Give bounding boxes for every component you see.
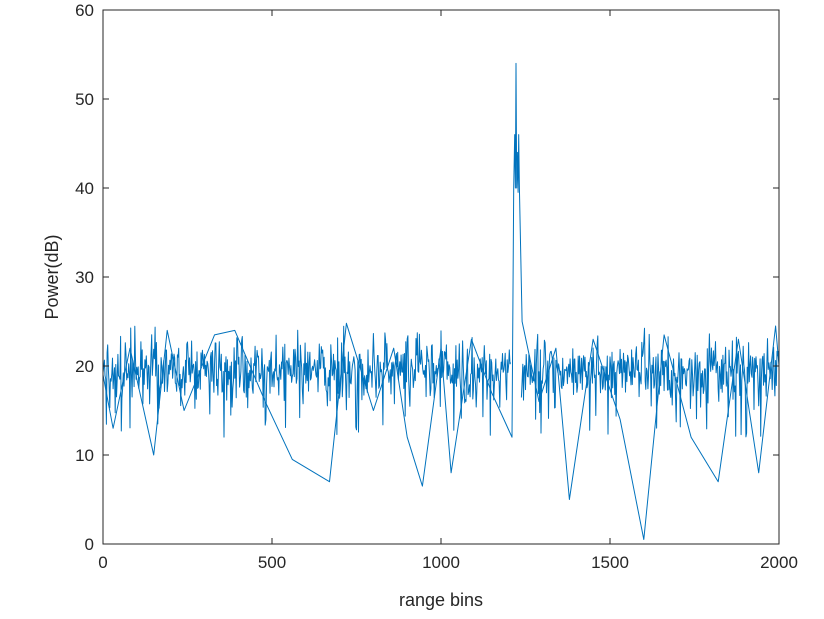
- x-tick-label: 500: [258, 553, 286, 572]
- x-tick-label: 1000: [422, 553, 460, 572]
- series-layer: [102, 62, 780, 540]
- y-tick-label: 20: [75, 357, 94, 376]
- y-tick-label: 50: [75, 90, 94, 109]
- x-tick-label: 0: [98, 553, 107, 572]
- y-tick-label: 10: [75, 446, 94, 465]
- y-tick-label: 0: [85, 535, 94, 554]
- y-tick-label: 40: [75, 179, 94, 198]
- x-tick-label: 1500: [591, 553, 629, 572]
- x-axis-ticks: 0 500 1000 1500 2000: [98, 10, 798, 572]
- x-axis-label: range bins: [399, 590, 483, 610]
- y-axis-label: Power(dB): [42, 234, 62, 319]
- y-tick-label: 30: [75, 268, 94, 287]
- y-tick-label: 60: [75, 1, 94, 20]
- series-line: [102, 62, 780, 540]
- y-axis-ticks: 0 10 20 30 40 50 60: [75, 1, 779, 554]
- plot-area: [103, 10, 779, 544]
- x-tick-label: 2000: [760, 553, 798, 572]
